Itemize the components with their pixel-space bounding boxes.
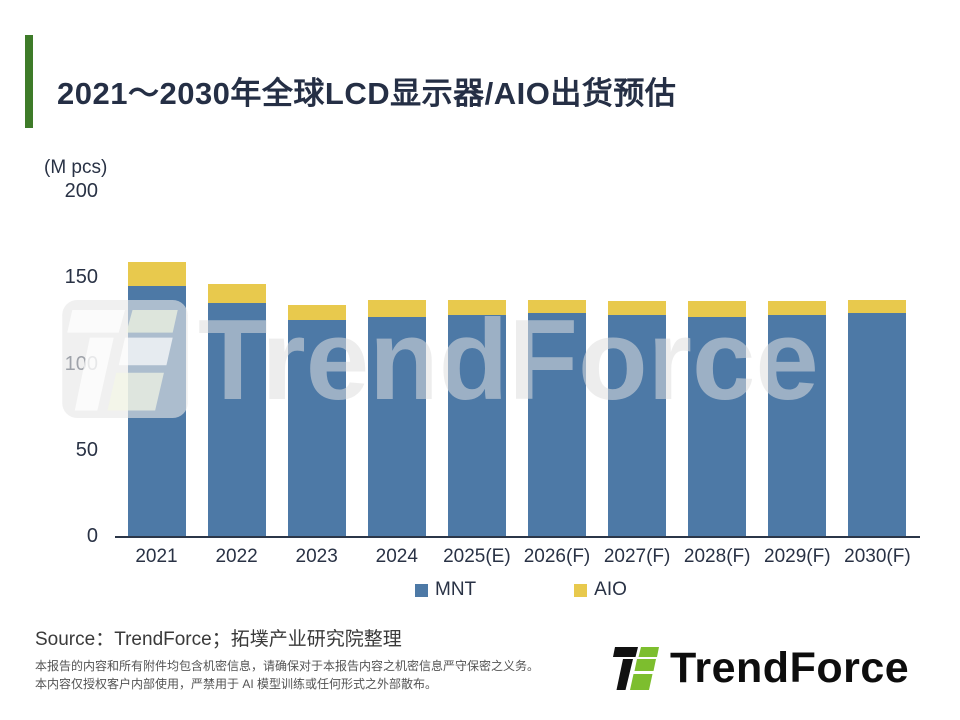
bar-segment-2021-AIO bbox=[127, 261, 186, 286]
x-tick-2028(F): 2028(F) bbox=[683, 546, 751, 567]
disclaimer-line-2: 本内容仅授权客户内部使用，严禁用于 AI 模型训练或任何形式之外部散布。 bbox=[35, 677, 438, 691]
bar-segment-2025(E)-MNT bbox=[447, 315, 506, 536]
bar-segment-2026(F)-MNT bbox=[528, 313, 586, 536]
x-tick-2027(F): 2027(F) bbox=[603, 546, 671, 567]
trendforce-logo-icon bbox=[613, 647, 659, 690]
bar-2025(E) bbox=[447, 299, 506, 536]
bar-segment-2028(F)-AIO bbox=[688, 301, 747, 317]
bar-2029(F) bbox=[768, 301, 827, 536]
legend-item-MNT: MNT bbox=[415, 579, 476, 601]
x-tick-2021: 2021 bbox=[135, 546, 178, 567]
legend-label-MNT: MNT bbox=[435, 579, 477, 600]
bar-segment-2022-MNT bbox=[207, 303, 266, 536]
chart-legend: MNT AIO bbox=[415, 579, 627, 601]
bar-segment-2030(F)-MNT bbox=[848, 313, 907, 536]
bar-chart-plot bbox=[115, 191, 920, 538]
legend-swatch-MNT bbox=[415, 583, 428, 597]
x-tick-2023: 2023 bbox=[295, 546, 338, 567]
bar-segment-2026(F)-AIO bbox=[528, 299, 586, 314]
trendforce-logo-text: TrendForce bbox=[670, 643, 910, 692]
bar-segment-2023-MNT bbox=[287, 320, 346, 536]
y-tick-0: 0 bbox=[86, 525, 98, 547]
bar-segment-2022-AIO bbox=[207, 284, 266, 304]
x-tick-2026(F): 2026(F) bbox=[523, 546, 591, 567]
y-tick-50: 50 bbox=[75, 438, 98, 461]
x-tick-2022: 2022 bbox=[215, 546, 258, 567]
legend-label-AIO: AIO bbox=[594, 579, 627, 600]
bar-segment-2030(F)-AIO bbox=[848, 299, 907, 314]
bar-2027(F) bbox=[608, 301, 667, 536]
x-tick-2030(F): 2030(F) bbox=[844, 546, 911, 567]
legend-item-AIO: AIO bbox=[574, 579, 627, 601]
bar-segment-2021-MNT bbox=[127, 285, 186, 536]
source-line: Source：TrendForce；拓墣产业研究院整理 bbox=[35, 629, 402, 650]
bar-2028(F) bbox=[688, 301, 747, 536]
bar-segment-2025(E)-AIO bbox=[447, 299, 506, 316]
bar-2030(F) bbox=[848, 299, 907, 536]
bar-2022 bbox=[207, 284, 266, 536]
x-tick-2025(E): 2025(E) bbox=[443, 546, 511, 567]
bar-2026(F) bbox=[528, 299, 586, 536]
trendforce-logo: TrendForce bbox=[612, 645, 909, 691]
bar-segment-2027(F)-AIO bbox=[608, 301, 667, 316]
bar-2023 bbox=[287, 304, 346, 536]
bar-segment-2024-MNT bbox=[367, 316, 426, 536]
legend-swatch-AIO bbox=[574, 583, 588, 597]
x-tick-2029(F): 2029(F) bbox=[764, 546, 831, 567]
bar-segment-2029(F)-MNT bbox=[768, 315, 827, 536]
y-tick-100: 100 bbox=[64, 352, 98, 375]
disclaimer-line-1: 本报告的内容和所有附件均包含机密信息，请确保对于本报告内容之机密信息严守保密之义… bbox=[35, 659, 540, 673]
bar-segment-2024-AIO bbox=[367, 299, 426, 317]
y-axis-unit-label: (M pcs) bbox=[44, 157, 108, 178]
bar-segment-2023-AIO bbox=[287, 304, 346, 321]
x-tick-2024: 2024 bbox=[375, 546, 418, 567]
y-tick-200: 200 bbox=[64, 180, 98, 202]
bar-segment-2027(F)-MNT bbox=[608, 315, 667, 536]
y-tick-150: 150 bbox=[64, 266, 98, 289]
bar-2024 bbox=[367, 299, 426, 536]
page-title: 2021～2030年全球LCD显示器/AIO出货预估 bbox=[57, 76, 677, 111]
bar-segment-2028(F)-MNT bbox=[688, 316, 747, 536]
bar-segment-2029(F)-AIO bbox=[768, 301, 827, 316]
title-accent-bar bbox=[25, 35, 33, 128]
bar-2021 bbox=[127, 261, 186, 536]
